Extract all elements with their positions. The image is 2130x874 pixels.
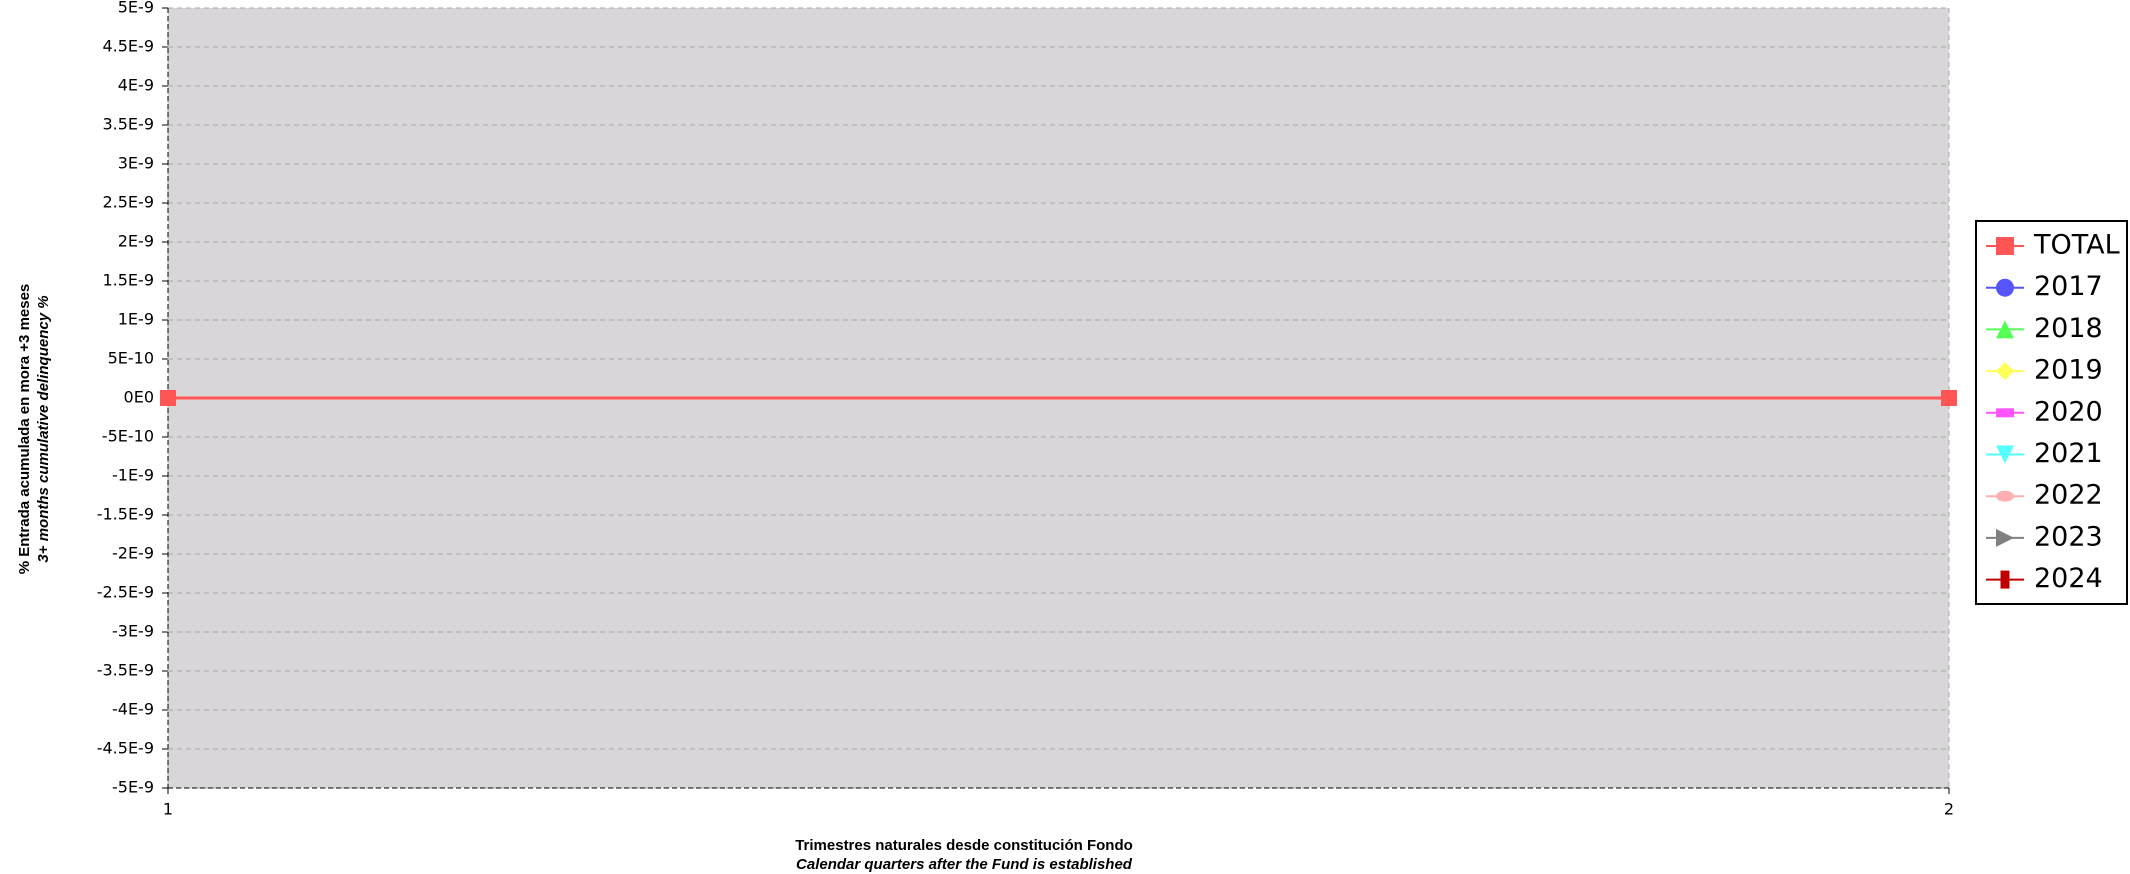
y-tick-label: -1.5E-9 (97, 505, 154, 524)
x-tick-label: 1 (163, 800, 173, 819)
y-tick-label: 4.5E-9 (102, 37, 154, 56)
y-tick-label: 5E-10 (108, 349, 154, 368)
legend-marker (1996, 237, 2014, 255)
legend-marker (1996, 490, 2014, 502)
y-tick-label: 1E-9 (118, 310, 154, 329)
y-tick-label: 4E-9 (118, 76, 154, 95)
y-tick-label: -4E-9 (112, 700, 154, 719)
legend-label: 2024 (2034, 563, 2103, 594)
y-tick-label: -2.5E-9 (97, 583, 154, 602)
y-tick-label: 2.5E-9 (102, 193, 154, 212)
data-point (160, 390, 176, 406)
y-tick-label: 1.5E-9 (102, 271, 154, 290)
legend-label: 2023 (2034, 521, 2103, 552)
legend-marker (1996, 362, 2014, 381)
legend-label: 2021 (2034, 438, 2103, 469)
y-tick-label: -5E-9 (112, 778, 154, 797)
x-tick-label: 2 (1944, 800, 1954, 819)
x-axis-subtitle: Calendar quarters after the Fund is esta… (796, 856, 1133, 873)
legend-marker (2000, 570, 2010, 589)
y-tick-label: 5E-9 (118, 0, 154, 17)
y-tick-label: 0E0 (124, 388, 154, 407)
legend-label: 2019 (2034, 355, 2103, 386)
x-axis-title: Trimestres naturales desde constitución … (795, 837, 1133, 854)
y-tick-label: -1E-9 (112, 466, 154, 485)
legend-label: 2022 (2034, 480, 2103, 511)
y-tick-label: -5E-10 (102, 427, 154, 446)
legend-marker (1996, 528, 2014, 547)
legend-marker (1996, 278, 2014, 297)
y-tick-label: 2E-9 (118, 232, 154, 251)
legend-label: 2020 (2034, 396, 2103, 427)
legend-label: TOTAL (2033, 230, 2120, 261)
y-axis-title: % Entrada acumulada en mora +3 meses (16, 284, 33, 575)
y-tick-label: -3.5E-9 (97, 661, 154, 680)
y-axis-subtitle: 3+ months cumulative delinquency % (35, 295, 52, 562)
y-tick-label: -4.5E-9 (97, 739, 154, 758)
legend-marker (1996, 320, 2014, 339)
legend-label: 2018 (2034, 313, 2103, 344)
y-tick-label: -2E-9 (112, 544, 154, 563)
y-tick-label: 3E-9 (118, 154, 154, 173)
legend-label: 2017 (2034, 271, 2103, 302)
data-point (1941, 390, 1957, 406)
legend-marker (1996, 408, 2014, 418)
y-tick-label: 3.5E-9 (102, 115, 154, 134)
legend-marker (1996, 445, 2014, 464)
y-tick-label: -3E-9 (112, 622, 154, 641)
